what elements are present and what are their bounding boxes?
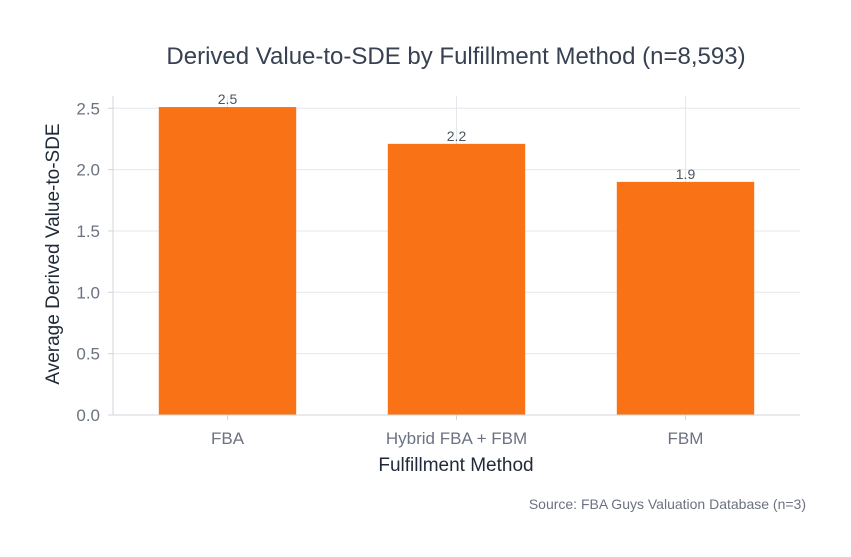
bar-value-label: 2.2 [447, 128, 467, 144]
bar [616, 181, 755, 415]
chart-title: Derived Value-to-SDE by Fulfillment Meth… [166, 43, 745, 70]
y-tick-label: 0.5 [76, 345, 100, 364]
bars [158, 107, 755, 416]
bar-value-label: 2.5 [218, 91, 238, 107]
x-tick-label: Hybrid FBA + FBM [386, 429, 527, 448]
x-tick-label: FBA [211, 429, 245, 448]
data-labels: 2.5 2.2 1.9 [218, 91, 696, 182]
y-tick-label: 2.0 [76, 161, 100, 180]
bar [387, 143, 526, 415]
y-tick-label: 0.0 [76, 406, 100, 425]
x-axis-label: Fulfillment Method [378, 455, 533, 476]
y-tick-label: 1.0 [76, 283, 100, 302]
y-tick-label: 1.5 [76, 222, 100, 241]
y-tick-label: 2.5 [76, 99, 100, 118]
source-note: Source: FBA Guys Valuation Database (n=3… [529, 496, 806, 512]
x-tick-label: FBM [668, 429, 704, 448]
axes: 0.0 0.5 1.0 1.5 2.0 2.5 FBA Hybrid FBA + FBM FBM [76, 96, 800, 448]
bar-value-label: 1.9 [676, 166, 696, 182]
y-axis-label: Average Derived Value-to-SDE [43, 123, 64, 384]
bar [158, 107, 297, 416]
